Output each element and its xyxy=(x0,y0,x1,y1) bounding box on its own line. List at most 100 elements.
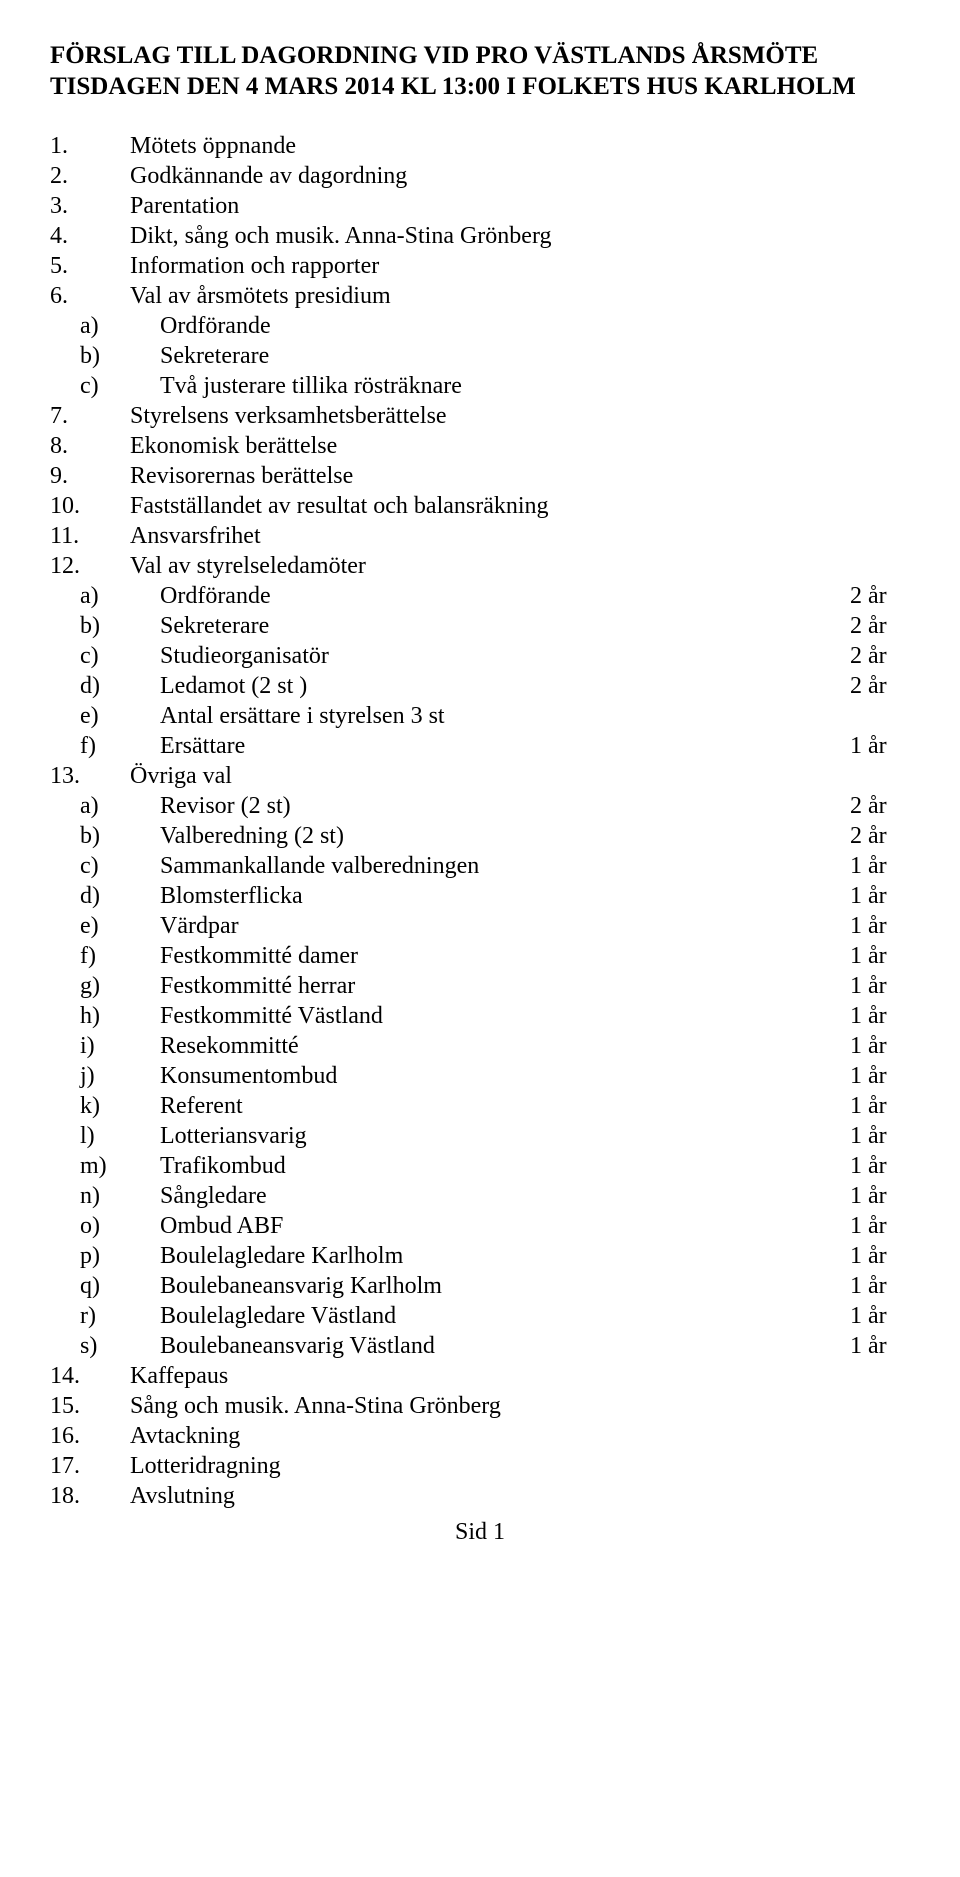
item-number: 5. xyxy=(50,251,130,281)
page-footer: Sid 1 xyxy=(50,1519,910,1546)
subitem-letter: d) xyxy=(50,671,130,701)
subitem-letter: a) xyxy=(50,581,130,611)
agenda-row: s)Boulebaneansvarig Västland1 år xyxy=(50,1331,910,1361)
subitem-letter: q) xyxy=(50,1271,130,1301)
item-text: Ansvarsfrihet xyxy=(130,521,910,551)
item-text: Avtackning xyxy=(130,1421,910,1451)
item-text: Ekonomisk berättelse xyxy=(130,431,910,461)
agenda-row: h)Festkommitté Västland1 år xyxy=(50,1001,910,1031)
subitem-text: Sekreterare xyxy=(130,611,850,641)
item-text: Dikt, sång och musik. Anna-Stina Grönber… xyxy=(130,221,910,251)
subitem-letter: h) xyxy=(50,1001,130,1031)
agenda-row: l)Lotteriansvarig1 år xyxy=(50,1121,910,1151)
subitem-letter: e) xyxy=(50,911,130,941)
item-text: Revisorernas berättelse xyxy=(130,461,910,491)
item-text: Val av styrelseledamöter xyxy=(130,551,910,581)
subitem-letter: r) xyxy=(50,1301,130,1331)
agenda-row: c)Studieorganisatör2 år xyxy=(50,641,910,671)
subitem-text: Boulelagledare Karlholm xyxy=(130,1241,850,1271)
item-number: 15. xyxy=(50,1391,130,1421)
subitem-text: Sångledare xyxy=(130,1181,850,1211)
subitem-letter: k) xyxy=(50,1091,130,1121)
subitem-letter: c) xyxy=(50,371,130,401)
subitem-term: 2 år xyxy=(850,821,910,851)
agenda-row: m)Trafikombud1 år xyxy=(50,1151,910,1181)
agenda-row: 10.Fastställandet av resultat och balans… xyxy=(50,491,910,521)
subitem-letter: o) xyxy=(50,1211,130,1241)
agenda-row: q)Boulebaneansvarig Karlholm1 år xyxy=(50,1271,910,1301)
subitem-text: Boulebaneansvarig Västland xyxy=(130,1331,850,1361)
agenda-row: o)Ombud ABF1 år xyxy=(50,1211,910,1241)
item-number: 18. xyxy=(50,1481,130,1511)
subitem-term: 1 år xyxy=(850,1061,910,1091)
subitem-term: 1 år xyxy=(850,1271,910,1301)
subitem-term: 2 år xyxy=(850,791,910,821)
agenda-row: b)Sekreterare2 år xyxy=(50,611,910,641)
item-text: Sång och musik. Anna-Stina Grönberg xyxy=(130,1391,910,1421)
item-number: 16. xyxy=(50,1421,130,1451)
subitem-letter: b) xyxy=(50,341,130,371)
item-number: 8. xyxy=(50,431,130,461)
subitem-term: 1 år xyxy=(850,731,910,761)
subitem-letter: g) xyxy=(50,971,130,1001)
agenda-row: 14.Kaffepaus xyxy=(50,1361,910,1391)
subitem-letter: c) xyxy=(50,851,130,881)
agenda-row: 11.Ansvarsfrihet xyxy=(50,521,910,551)
agenda-row: p)Boulelagledare Karlholm1 år xyxy=(50,1241,910,1271)
subitem-term: 1 år xyxy=(850,1211,910,1241)
subitem-term: 2 år xyxy=(850,671,910,701)
agenda-row: f)Ersättare1 år xyxy=(50,731,910,761)
subitem-letter: b) xyxy=(50,611,130,641)
agenda-row: j)Konsumentombud1 år xyxy=(50,1061,910,1091)
item-number: 14. xyxy=(50,1361,130,1391)
subitem-text: Ersättare xyxy=(130,731,850,761)
subitem-text: Revisor (2 st) xyxy=(130,791,850,821)
agenda-row: r)Boulelagledare Västland1 år xyxy=(50,1301,910,1331)
subitem-term: 1 år xyxy=(850,971,910,1001)
subitem-letter: a) xyxy=(50,311,130,341)
subitem-text: Valberedning (2 st) xyxy=(130,821,850,851)
agenda-row: n)Sångledare1 år xyxy=(50,1181,910,1211)
agenda-row: i)Resekommitté1 år xyxy=(50,1031,910,1061)
subitem-term: 2 år xyxy=(850,641,910,671)
agenda-row: a)Ordförande2 år xyxy=(50,581,910,611)
subitem-letter: m) xyxy=(50,1151,130,1181)
subitem-letter: b) xyxy=(50,821,130,851)
agenda-list: 1.Mötets öppnande2.Godkännande av dagord… xyxy=(50,131,910,1511)
subitem-term: 1 år xyxy=(850,911,910,941)
agenda-row: 1.Mötets öppnande xyxy=(50,131,910,161)
item-number: 1. xyxy=(50,131,130,161)
subitem-text: Konsumentombud xyxy=(130,1061,850,1091)
item-number: 6. xyxy=(50,281,130,311)
agenda-row: 5.Information och rapporter xyxy=(50,251,910,281)
item-number: 7. xyxy=(50,401,130,431)
subitem-letter: p) xyxy=(50,1241,130,1271)
subitem-text: Referent xyxy=(130,1091,850,1121)
subitem-letter: l) xyxy=(50,1121,130,1151)
item-text: Kaffepaus xyxy=(130,1361,910,1391)
title-line-2: TISDAGEN DEN 4 MARS 2014 KL 13:00 I FOLK… xyxy=(50,71,910,102)
item-text: Information och rapporter xyxy=(130,251,910,281)
item-number: 4. xyxy=(50,221,130,251)
subitem-letter: f) xyxy=(50,731,130,761)
subitem-text: Antal ersättare i styrelsen 3 st xyxy=(130,701,910,731)
subitem-text: Boulebaneansvarig Karlholm xyxy=(130,1271,850,1301)
item-text: Mötets öppnande xyxy=(130,131,910,161)
subitem-letter: i) xyxy=(50,1031,130,1061)
item-number: 12. xyxy=(50,551,130,581)
item-text: Godkännande av dagordning xyxy=(130,161,910,191)
subitem-letter: c) xyxy=(50,641,130,671)
subitem-letter: f) xyxy=(50,941,130,971)
subitem-text: Ombud ABF xyxy=(130,1211,850,1241)
page: FÖRSLAG TILL DAGORDNING VID PRO VÄSTLAND… xyxy=(0,0,960,1586)
agenda-row: 15.Sång och musik. Anna-Stina Grönberg xyxy=(50,1391,910,1421)
subitem-text: Festkommitté herrar xyxy=(130,971,850,1001)
subitem-text: Lotteriansvarig xyxy=(130,1121,850,1151)
item-text: Lotteridragning xyxy=(130,1451,910,1481)
agenda-row: 6.Val av årsmötets presidium xyxy=(50,281,910,311)
subitem-letter: a) xyxy=(50,791,130,821)
item-text: Övriga val xyxy=(130,761,910,791)
subitem-text: Två justerare tillika rösträknare xyxy=(130,371,910,401)
item-number: 11. xyxy=(50,521,130,551)
item-number: 13. xyxy=(50,761,130,791)
